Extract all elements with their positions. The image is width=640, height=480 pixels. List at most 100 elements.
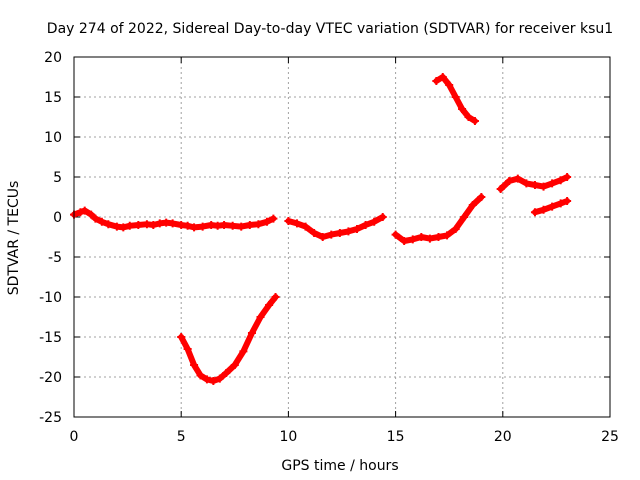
y-axis-label: SDTVAR / TECUs (6, 181, 22, 296)
data-point (237, 222, 246, 231)
y-tick-label: -5 (48, 250, 62, 266)
data-point (556, 199, 565, 208)
series-group (177, 293, 280, 385)
data-point (391, 230, 400, 239)
data-point (505, 177, 514, 185)
data-point (432, 77, 441, 85)
data-point (230, 361, 239, 369)
x-tick-label: 5 (177, 429, 186, 445)
data-point (438, 73, 447, 81)
data-point (327, 230, 336, 239)
x-tick-label: 0 (70, 429, 79, 445)
data-point (190, 223, 199, 232)
series-group (530, 197, 572, 217)
data-point (370, 217, 379, 226)
data-point (378, 213, 387, 221)
data-point (458, 105, 467, 113)
y-tick-label: 10 (44, 130, 62, 146)
data-point (445, 81, 454, 89)
data-point (256, 313, 265, 321)
data-point (548, 202, 557, 211)
data-point (530, 181, 539, 189)
data-point (464, 113, 473, 121)
data-point (254, 220, 263, 229)
data-point (209, 377, 218, 385)
data-point (563, 173, 572, 181)
series-trace (178, 294, 279, 384)
x-tick-label: 25 (601, 429, 619, 445)
data-series (70, 73, 572, 385)
data-point (539, 205, 548, 214)
x-axis-label: GPS time / hours (281, 458, 398, 474)
y-tick-label: 5 (53, 170, 62, 186)
data-point (228, 221, 237, 230)
x-tick-label: 15 (387, 429, 405, 445)
data-point (168, 219, 177, 228)
data-point (353, 225, 362, 233)
data-point (265, 301, 274, 309)
data-point (335, 229, 344, 237)
data-point (468, 201, 477, 209)
data-point (80, 206, 89, 215)
data-point (190, 361, 199, 369)
data-point (269, 214, 278, 223)
data-point (400, 237, 409, 245)
data-point (134, 221, 143, 229)
data-point (513, 174, 522, 183)
data-point (91, 214, 100, 223)
data-point (198, 222, 207, 231)
data-point (556, 176, 565, 185)
plot-frame (73, 56, 611, 418)
data-point (183, 221, 192, 230)
data-point (434, 233, 443, 241)
data-point (292, 219, 301, 228)
data-point (239, 347, 248, 356)
x-tick-label: 10 (279, 429, 297, 445)
data-point (215, 374, 224, 383)
series-group (391, 193, 486, 245)
data-point (539, 182, 548, 191)
data-point (361, 221, 370, 229)
data-point (202, 375, 211, 384)
series-group (70, 206, 278, 232)
data-point (477, 193, 486, 201)
series-group (284, 213, 387, 241)
series-group (496, 173, 572, 193)
y-tick-label: 15 (44, 90, 62, 106)
y-tick-label: -15 (39, 330, 62, 346)
data-point (344, 227, 353, 236)
data-point (425, 234, 434, 243)
data-point (522, 179, 531, 188)
data-point (104, 220, 113, 229)
data-point (451, 225, 460, 233)
data-point (271, 293, 280, 301)
chart-title: Day 274 of 2022, Sidereal Day-to-day VTE… (47, 21, 613, 37)
y-tick-label: -10 (39, 290, 62, 306)
data-point (443, 231, 452, 240)
data-point (548, 179, 557, 188)
y-tick-label: -20 (39, 370, 62, 386)
data-point (97, 217, 106, 226)
y-tick-label: 20 (44, 50, 62, 66)
data-point (530, 208, 539, 217)
data-point (563, 197, 572, 205)
data-point (496, 185, 505, 193)
y-tick-label: 0 (53, 210, 62, 226)
data-point (451, 93, 460, 101)
data-point (247, 329, 256, 337)
data-point (310, 229, 319, 237)
data-point (119, 223, 128, 232)
data-point (318, 233, 327, 241)
data-point (301, 222, 310, 231)
data-point (149, 221, 158, 229)
data-point (417, 233, 426, 241)
data-point (220, 221, 229, 229)
data-point (222, 369, 231, 377)
x-tick-label: 20 (494, 429, 512, 445)
data-point (196, 371, 205, 380)
data-point (262, 217, 271, 226)
data-point (284, 217, 293, 225)
data-point (408, 235, 417, 244)
